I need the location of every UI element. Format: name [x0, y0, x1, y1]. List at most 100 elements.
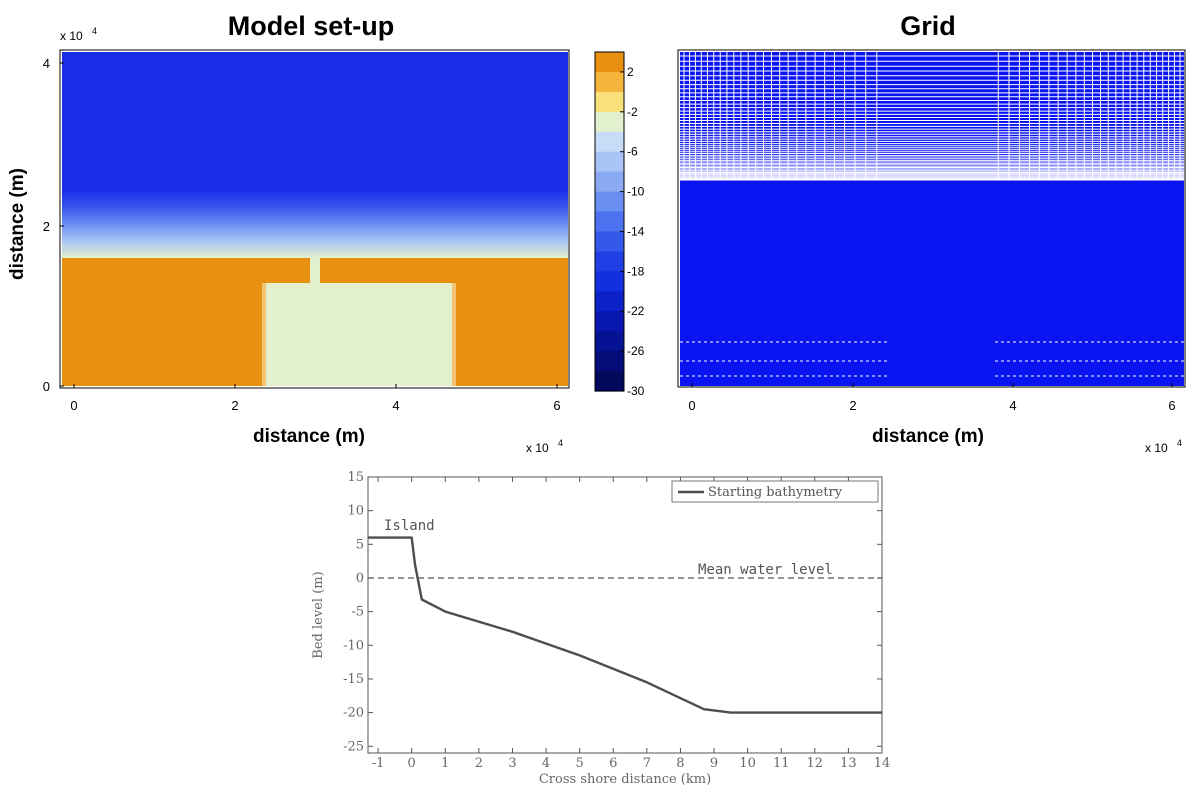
island-annotation: Island — [384, 518, 435, 534]
basin-edge-right — [452, 283, 456, 386]
x-tick-label: 12 — [807, 756, 824, 771]
grid-frame — [677, 49, 1186, 388]
model-setup-y-exponent: x 10 4 — [60, 26, 97, 43]
colorbar-swatch — [595, 351, 624, 372]
model-setup-plot-area — [59, 49, 570, 389]
x-tick-label: -1 — [372, 756, 385, 771]
x-tick-label: 2 — [231, 398, 238, 413]
y-exponent-label: x 10 — [60, 29, 83, 43]
y-exponent-power: 4 — [92, 26, 97, 36]
legend-box — [671, 480, 879, 503]
legend-label: Starting bathymetry — [708, 485, 843, 500]
x-tick-label: 0 — [70, 398, 77, 413]
colorbar-swatch — [595, 251, 624, 272]
colorbar-swatch — [595, 311, 624, 332]
y-tick-label: 2 — [43, 219, 50, 234]
y-tick-label: -15 — [343, 672, 364, 687]
model-setup-x-label: distance (m) — [253, 426, 365, 447]
grid-plot-area — [677, 49, 1186, 388]
y-tick-label: 15 — [347, 470, 364, 485]
colorbar-tick-label: -14 — [627, 224, 645, 238]
grid-panel: Grid 0 2 4 6 distance (m) x 10 4 — [677, 11, 1186, 455]
colorbar-swatch — [595, 271, 624, 292]
x-tick-label: 6 — [553, 398, 560, 413]
model-setup-x-exponent: x 10 4 — [526, 438, 563, 455]
x-tick-label: 11 — [773, 756, 790, 771]
x-tick-label: 0 — [408, 756, 416, 771]
x-tick-label: 13 — [840, 756, 857, 771]
y-tick-label: 10 — [347, 504, 364, 519]
colorbar-swatch — [595, 131, 624, 153]
model-setup-y-ticks: 0 2 4 — [43, 56, 64, 394]
basin-region — [262, 283, 456, 386]
colorbar-ticks: 2 -2 -6 -10 -14 -18 -22 -26 -30 — [620, 65, 645, 398]
colorbar-tick-label: -2 — [627, 105, 638, 119]
colorbar-swatch — [595, 171, 624, 193]
bathymetry-frame — [367, 476, 883, 754]
colorbar-tick-label: -6 — [627, 145, 638, 159]
colorbar-swatch — [595, 52, 624, 73]
y-tick-label: 5 — [356, 537, 364, 552]
grid-x-ticks: 0 2 4 6 — [688, 383, 1176, 413]
x-tick-label: 5 — [576, 756, 584, 771]
x-tick-label: 0 — [688, 398, 695, 413]
colorbar-tick-label: -18 — [627, 264, 645, 278]
y-tick-label: 0 — [356, 571, 364, 586]
basin-edge-left — [262, 283, 266, 386]
model-setup-y-label: distance (m) — [7, 168, 28, 280]
model-setup-panel: Model set-up x 10 4 0 2 4 6 0 2 — [7, 11, 570, 455]
colorbar-swatch — [595, 371, 624, 392]
x-exponent-power: 4 — [1177, 438, 1182, 448]
legend: Starting bathymetry — [671, 480, 879, 503]
inlet-region — [310, 258, 320, 286]
starting-bathymetry-line — [368, 536, 882, 714]
grid-lines — [680, 52, 1184, 377]
mean-water-level-annotation: Mean water level — [698, 562, 833, 578]
y-tick-label: 4 — [43, 56, 50, 71]
x-tick-label: 2 — [849, 398, 856, 413]
x-tick-label: 7 — [643, 756, 651, 771]
x-tick-label: 4 — [1009, 398, 1016, 413]
x-tick-label: 4 — [392, 398, 399, 413]
grid-x-exponent: x 10 4 — [1145, 438, 1182, 455]
x-exponent-label: x 10 — [526, 441, 549, 455]
x-tick-label: 8 — [676, 756, 684, 771]
colorbar-swatch — [595, 91, 624, 113]
shore-transition-region — [62, 190, 568, 258]
bathymetry-y-label: Bed level (m) — [311, 571, 326, 658]
colorbar-swatch — [595, 291, 624, 312]
colorbar-swatch — [595, 191, 624, 213]
y-tick-label: -25 — [343, 739, 364, 754]
x-tick-label: 4 — [542, 756, 550, 771]
bathymetry-panel: -1 0 1 2 3 4 5 6 7 8 9 10 11 12 13 14151050-5-10-15-20-… — [311, 470, 890, 787]
y-tick-label: -20 — [343, 706, 364, 721]
model-setup-title: Model set-up — [228, 11, 395, 41]
x-tick-label: 10 — [739, 756, 756, 771]
colorbar-tick-label: -10 — [627, 185, 645, 199]
colorbar-swatch — [595, 331, 624, 352]
colorbar-swatch — [595, 151, 624, 173]
bathymetry-axes: -1 0 1 2 3 4 5 6 7 8 9 10 11 12 13 14151050-5-10-15-20-… — [343, 470, 890, 771]
y-tick-label: -10 — [343, 638, 364, 653]
y-tick-label: -5 — [351, 605, 364, 620]
colorbar-tick-label: 2 — [627, 65, 634, 79]
x-tick-label: 6 — [1168, 398, 1175, 413]
colorbar-swatches — [595, 52, 624, 392]
x-tick-label: 6 — [609, 756, 617, 771]
colorbar-frame — [594, 51, 625, 392]
x-tick-label: 3 — [508, 756, 516, 771]
x-exponent-label: x 10 — [1145, 441, 1168, 455]
bathymetry-x-label: Cross shore distance (km) — [539, 772, 711, 787]
x-tick-label: 14 — [874, 756, 891, 771]
x-tick-label: 1 — [441, 756, 449, 771]
colorbar-tick-label: -22 — [627, 304, 645, 318]
grid-x-label: distance (m) — [872, 426, 984, 447]
colorbar-tick-label: -26 — [627, 344, 645, 358]
colorbar-swatch — [595, 71, 624, 93]
colorbar-swatch — [595, 211, 624, 233]
grid-title: Grid — [900, 11, 956, 41]
colorbar-swatch — [595, 231, 624, 253]
y-tick-label: 0 — [43, 379, 50, 394]
x-exponent-power: 4 — [558, 438, 563, 448]
